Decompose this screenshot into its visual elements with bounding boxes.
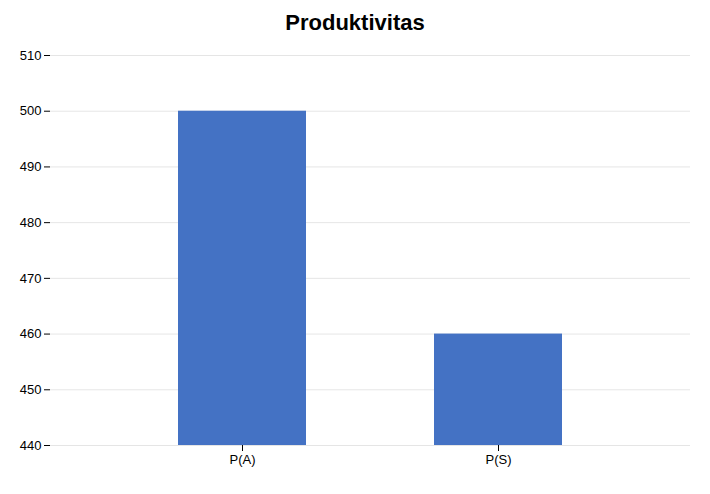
svg-text:440: 440 [20, 438, 42, 453]
svg-text:480: 480 [20, 215, 42, 230]
svg-text:490: 490 [20, 159, 42, 174]
svg-text:460: 460 [20, 326, 42, 341]
svg-text:450: 450 [20, 382, 42, 397]
html-text:Produktivitas: Produktivitas [285, 10, 425, 35]
svg-text:P(S): P(S) [486, 452, 512, 467]
svg-text:510: 510 [20, 48, 42, 63]
svg-text:P(A): P(A) [230, 452, 256, 467]
svg-text:470: 470 [20, 271, 42, 286]
svg-text:500: 500 [20, 103, 42, 118]
